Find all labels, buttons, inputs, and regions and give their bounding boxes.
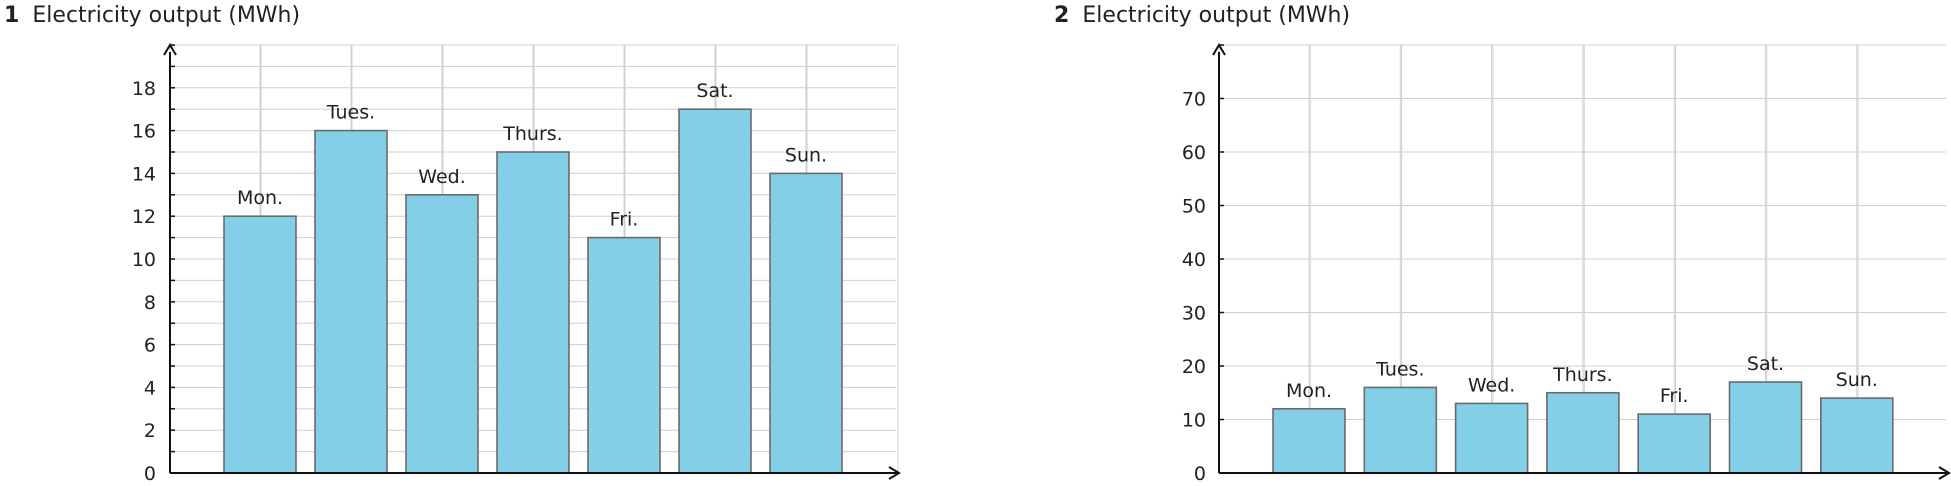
chart-2-bar-3 — [1546, 391, 1620, 474]
chart-2-y-tick-label: 40 — [1182, 249, 1206, 271]
chart-2-bar-0 — [1272, 407, 1346, 474]
chart-2-bar-label-4: Fri. — [1660, 385, 1689, 407]
chart-1-y-tick-labels: 0 2 4 6 8 10 12 14 16 18 — [132, 78, 156, 485]
chart-1-bars: Mon. Tues. Wed. Thurs. Fri. Sat. Sun. — [223, 80, 843, 474]
chart-1-y-tick-label: 10 — [132, 249, 156, 271]
chart-2-bar-6 — [1820, 397, 1894, 474]
chart-2-bar-5 — [1728, 381, 1803, 474]
chart-2-y-tick-labels: 0 10 20 30 40 50 60 70 — [1182, 89, 1206, 486]
svg-text:1 Electricity output (MW: 1 Electricity output (MWh) — [4, 3, 300, 28]
chart-1-x-axis-arrow — [888, 466, 901, 480]
chart-2-bar-label-5: Sat. — [1747, 353, 1784, 375]
chart-2-horizontal-grid — [1219, 44, 1946, 420]
chart-1-bar-label-6: Sun. — [785, 144, 827, 166]
chart-2-bar-label-3: Thurs. — [1552, 364, 1612, 386]
chart-1-bar-3 — [496, 151, 570, 474]
chart-1-bar-label-1: Tues. — [326, 102, 375, 124]
chart-1-bar-6 — [769, 172, 843, 474]
chart-2-y-tick-label: 10 — [1182, 410, 1206, 432]
chart-1-axes — [163, 43, 901, 480]
chart-2-bar-label-2: Wed. — [1468, 374, 1515, 396]
chart-1-y-tick-label: 18 — [132, 78, 156, 100]
chart-1-bar-5 — [678, 108, 752, 474]
chart-2-bar-4 — [1637, 413, 1711, 474]
chart-2: 2 Electricity output (MWh) Mon. Tues. Wed.… — [1054, 3, 1951, 486]
chart-2-title: Electricity output (MWh) — [1082, 3, 1350, 28]
chart-2-number: 2 — [1054, 3, 1069, 28]
chart-1-bar-0 — [223, 215, 297, 474]
chart-1-bar-label-3: Thurs. — [502, 123, 562, 145]
chart-1-y-tick-label: 14 — [132, 163, 156, 185]
chart-2-y-tick-label: 30 — [1182, 303, 1206, 325]
chart-1-y-tick-label: 4 — [144, 377, 156, 399]
chart-2-y-tick-label: 70 — [1182, 89, 1206, 111]
chart-1-y-tick-label: 2 — [144, 420, 156, 442]
chart-1-bar-1 — [314, 129, 388, 474]
chart-2-bar-label-6: Sun. — [1836, 369, 1878, 391]
chart-2-y-tick-label: 0 — [1194, 463, 1206, 485]
chart-2-bar-label-1: Tues. — [1375, 358, 1424, 380]
chart-1-title: Electricity output (MWh) — [32, 3, 300, 28]
chart-2-bar-1 — [1363, 386, 1438, 474]
chart-1-bar-label-0: Mon. — [237, 187, 283, 209]
chart-1-y-tick-label: 8 — [144, 292, 156, 314]
chart-2-bars: Mon. Tues. Wed. Thurs. Fri. Sat. Sun. — [1272, 353, 1894, 474]
chart-1-y-tick-label: 6 — [144, 335, 156, 357]
chart-1: 1 Electricity output (MWh) Mon. Tues. Wed.… — [4, 3, 901, 485]
chart-2-x-axis-arrow — [1938, 466, 1951, 480]
chart-1-y-tick-label: 12 — [132, 206, 156, 228]
chart-2-bar-2 — [1454, 402, 1529, 474]
svg-text:2 Electricity output (MW: 2 Electricity output (MWh) — [1054, 3, 1350, 28]
chart-2-axes — [1212, 43, 1951, 480]
chart-1-bar-label-4: Fri. — [610, 209, 639, 231]
chart-1-bar-4 — [587, 236, 661, 474]
chart-1-number: 1 — [4, 3, 19, 28]
chart-2-y-tick-label: 20 — [1182, 356, 1206, 378]
chart-2-y-tick-label: 60 — [1182, 142, 1206, 164]
chart-1-bar-label-5: Sat. — [696, 80, 733, 102]
chart-1-y-tick-label: 0 — [144, 463, 156, 485]
chart-2-y-tick-label: 50 — [1182, 196, 1206, 218]
chart-1-y-tick-label: 16 — [132, 121, 156, 143]
chart-1-bar-2 — [405, 194, 479, 474]
chart-1-bar-label-2: Wed. — [418, 166, 465, 188]
chart-2-bar-label-0: Mon. — [1286, 380, 1332, 402]
